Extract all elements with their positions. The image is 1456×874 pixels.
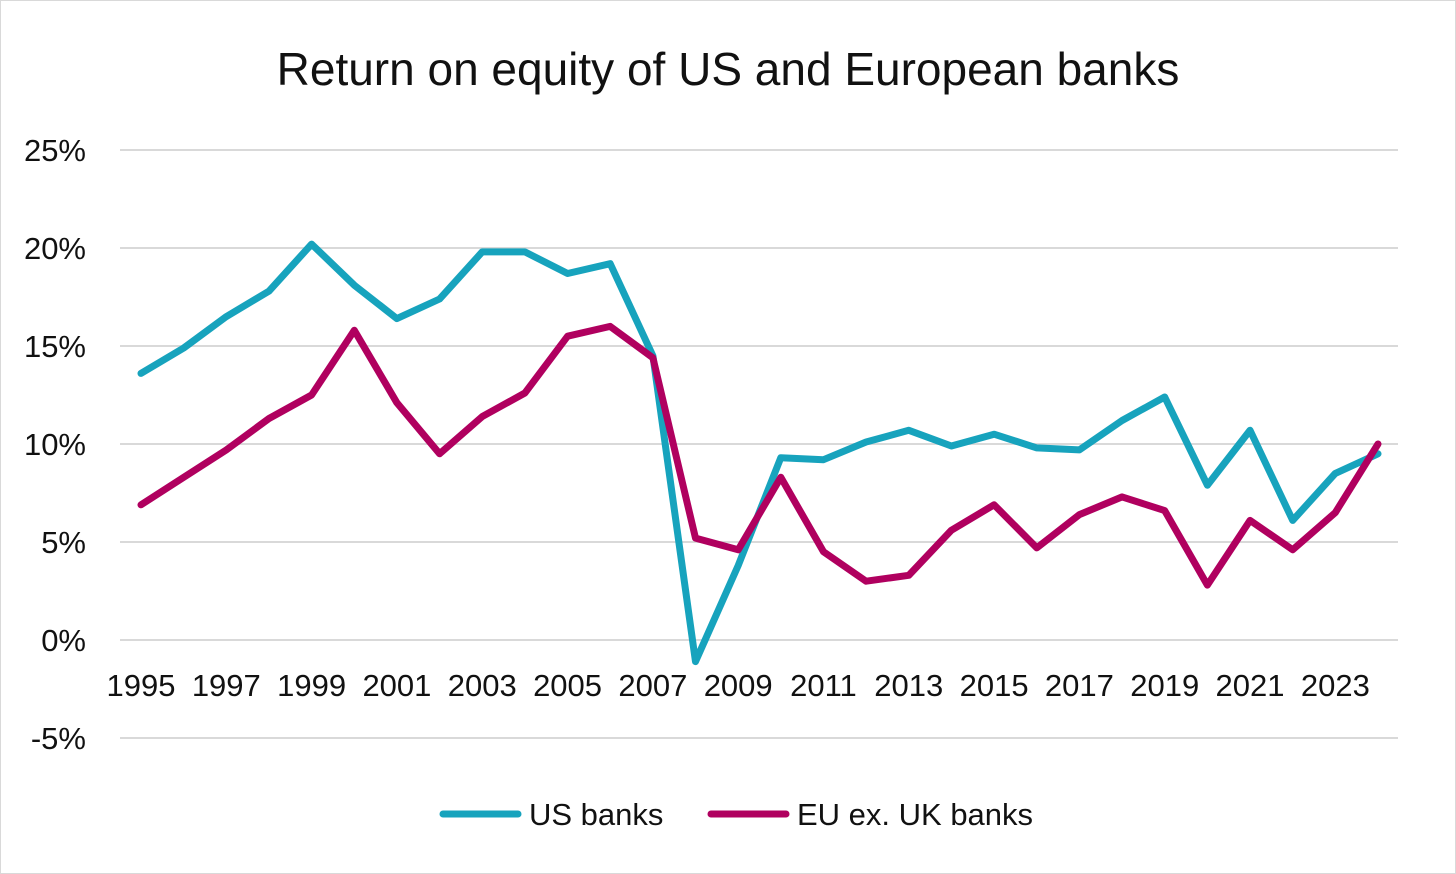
x-axis-tick-labels: 1995 1997 1999 2001 2003 2005 2007 2009 2011 2013… [107,668,1370,703]
x-tick-label: 2007 [618,668,687,703]
x-tick-label: 2001 [362,668,431,703]
series-lines [137,240,1382,666]
y-tick-label: 20% [24,231,86,266]
grid-lines [120,149,1398,739]
y-tick-label: 15% [24,329,86,364]
legend-item: US banks [439,797,663,832]
x-tick-label: 2023 [1301,668,1370,703]
legend-label: EU ex. UK banks [797,797,1033,832]
chart-title: Return on equity of US and European bank… [277,43,1180,95]
x-tick-label: 2021 [1216,668,1285,703]
x-tick-label: 2015 [960,668,1029,703]
x-tick-label: 1995 [107,668,176,703]
x-tick-label: 2019 [1130,668,1199,703]
series-line-eu-ex-uk-banks [137,322,1382,589]
x-tick-label: 1999 [277,668,346,703]
y-tick-label: 0% [41,623,86,658]
legend: US banks EU ex. UK banks [439,797,1033,832]
y-tick-label: 10% [24,427,86,462]
y-tick-label: -5% [31,721,86,756]
y-tick-label: 25% [24,133,86,168]
series-line-us-banks [137,240,1382,666]
x-tick-label: 2017 [1045,668,1114,703]
x-tick-label: 2009 [704,668,773,703]
x-tick-label: 2005 [533,668,602,703]
x-tick-label: 1997 [192,668,261,703]
x-tick-label: 2003 [448,668,517,703]
y-tick-label: 5% [41,525,86,560]
x-tick-label: 2011 [790,668,857,703]
legend-label: US banks [529,797,663,832]
x-tick-label: 2013 [874,668,943,703]
legend-item: EU ex. UK banks [707,797,1033,832]
y-axis-tick-labels: 25% 20% 15% 10% 5% 0% -5% [24,133,86,756]
